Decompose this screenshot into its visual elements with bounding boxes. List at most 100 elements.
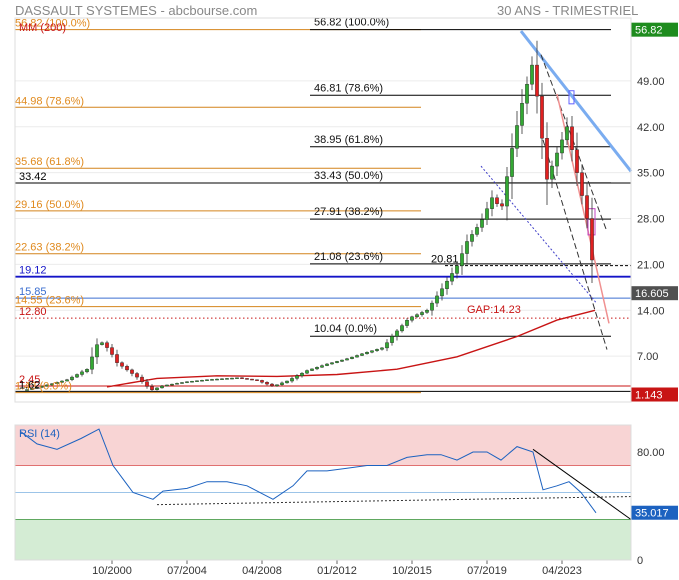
candle-up: [380, 347, 384, 350]
candle-up: [460, 253, 464, 266]
candle-down: [145, 381, 149, 387]
candle-up: [480, 219, 484, 228]
candle-up: [415, 314, 419, 318]
y-tick-label: 49.00: [637, 76, 665, 88]
candle-up: [360, 353, 364, 356]
candle-up: [470, 234, 474, 242]
candle-up: [475, 227, 479, 235]
candle-up: [395, 330, 399, 337]
candle-up: [210, 379, 214, 381]
candle-up: [295, 375, 299, 379]
fib-left-label: 1.43 (0.0%): [15, 381, 72, 393]
candle-up: [565, 126, 569, 141]
candle-up: [100, 342, 104, 345]
candle-up: [70, 376, 74, 380]
candle-up: [220, 378, 224, 380]
candle-up: [440, 288, 444, 297]
rsi-overbought-zone: [15, 425, 631, 466]
ma200-line: [106, 309, 596, 388]
candle-up: [190, 380, 194, 383]
candle-up: [410, 316, 414, 321]
candle-down: [125, 366, 129, 371]
chart-title: DASSAULT SYSTEMES - abcbourse.com: [15, 3, 258, 18]
candle-up: [445, 280, 449, 289]
level-label: 20.81: [431, 254, 459, 266]
candle-up: [525, 83, 529, 104]
candle-up: [205, 379, 209, 381]
channel-line: [540, 54, 608, 232]
candle-up: [555, 152, 559, 167]
price-badge: [631, 22, 678, 37]
candle-down: [105, 342, 109, 348]
fib-left-label: 35.68 (61.8%): [15, 156, 84, 168]
candle-up: [45, 384, 49, 387]
rsi-trendline: [532, 448, 632, 520]
y-tick-label: 7.00: [637, 351, 658, 363]
candle-up: [280, 382, 284, 385]
candle-down: [585, 195, 589, 219]
level-label: 1.62: [19, 379, 40, 391]
resistance-trendline: [519, 30, 633, 173]
chart-period: 30 ANS - TRIMESTRIEL: [497, 3, 639, 18]
level-label: 12.80: [19, 306, 47, 318]
candle-up: [65, 379, 69, 382]
candle-up: [350, 356, 354, 359]
candle-down: [245, 378, 249, 380]
level-label: 15.85: [19, 286, 47, 298]
rsi-support-line: [156, 496, 632, 506]
fib-left-label: 44.98 (78.6%): [15, 95, 84, 107]
candle-up: [345, 358, 349, 361]
candle-down: [140, 376, 144, 382]
candle-up: [325, 363, 329, 366]
candle-up: [55, 382, 59, 384]
candle-down: [570, 126, 574, 150]
candle-up: [385, 342, 389, 349]
candle-up: [285, 380, 289, 384]
candle-down: [270, 383, 274, 387]
candle-up: [185, 381, 189, 383]
price-badge-label: 16.605: [635, 288, 669, 300]
price-panel-frame: [14, 17, 632, 403]
candle-down: [590, 218, 594, 261]
candle-up: [400, 325, 404, 332]
candle-down: [120, 362, 124, 367]
rsi-legend-label: RSI (14): [19, 428, 60, 440]
candle-up: [35, 387, 39, 389]
candle-up: [365, 351, 369, 355]
candle-up: [310, 368, 314, 371]
candle-up: [485, 208, 489, 220]
candle-up: [560, 139, 564, 154]
level-label: 19.12: [19, 265, 47, 277]
fib-left-label: 14.55 (23.6%): [15, 295, 84, 307]
candle-up: [165, 384, 169, 387]
x-tick-label: 07/2019: [467, 565, 507, 577]
candle-up: [200, 380, 204, 382]
candle-down: [115, 354, 119, 363]
fib-left-label: 29.16 (50.0%): [15, 199, 84, 211]
candle-up: [455, 265, 459, 274]
y-tick-label: 35.00: [637, 168, 665, 180]
marker-box: [568, 90, 575, 105]
y-tick-label: 14.00: [637, 305, 665, 317]
candle-down: [250, 378, 254, 381]
candle-up: [550, 165, 554, 180]
x-tick-label: 10/2000: [92, 565, 132, 577]
candle-down: [500, 203, 504, 207]
level-label: 33.42: [19, 171, 47, 183]
candle-up: [435, 295, 439, 304]
candle-down: [545, 138, 549, 180]
candle-up: [75, 374, 79, 378]
fib-right-label: 27.91 (38.2%): [314, 206, 383, 218]
candle-up: [505, 176, 509, 207]
candle-down: [265, 382, 269, 385]
candle-down: [575, 149, 579, 173]
y-tick-label: 28.00: [637, 214, 665, 226]
support-trendline: [480, 165, 598, 305]
x-tick-label: 04/2023: [542, 565, 582, 577]
candle-up: [95, 344, 99, 358]
fib-left-label: 22.63 (38.2%): [15, 242, 84, 254]
candle-up: [510, 148, 514, 177]
candle-up: [340, 359, 344, 362]
candle-up: [290, 378, 294, 382]
